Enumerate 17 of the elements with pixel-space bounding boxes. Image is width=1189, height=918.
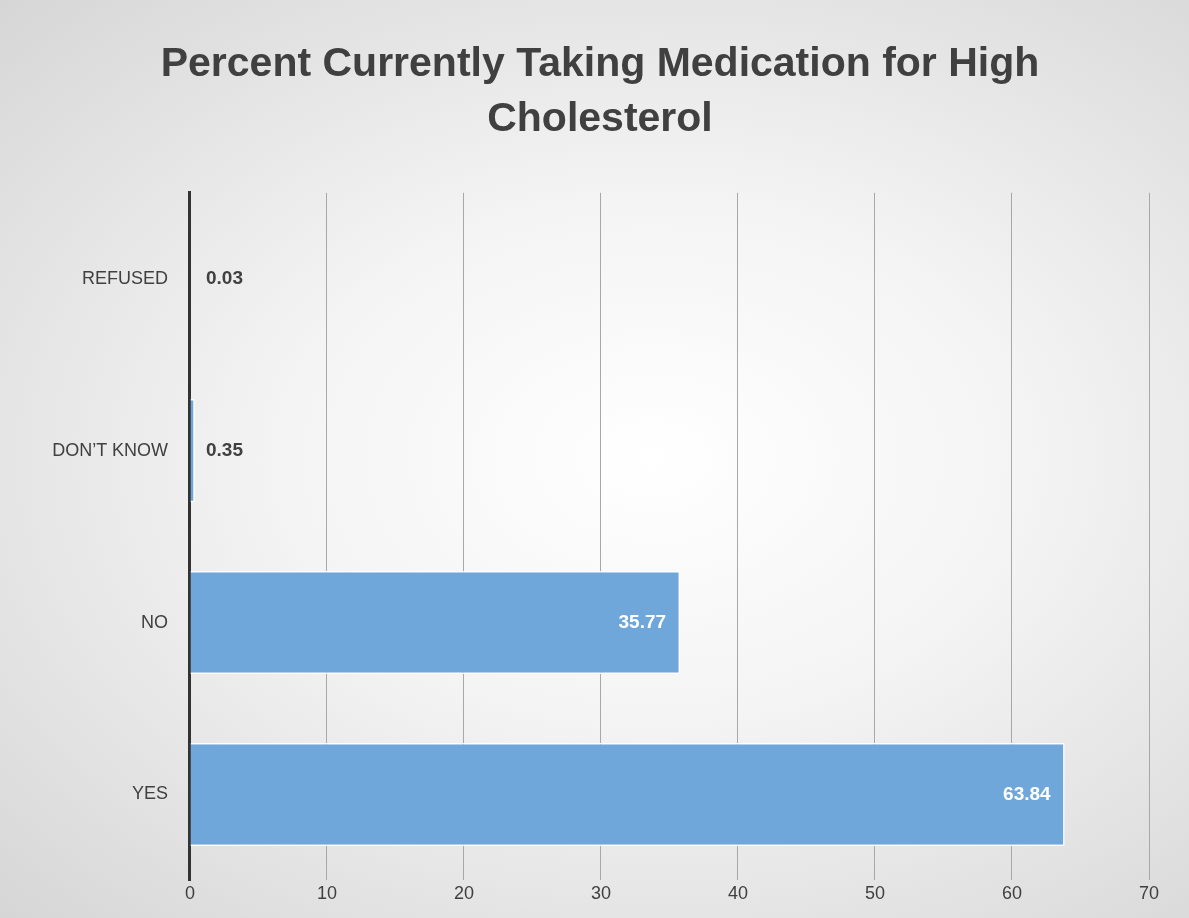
data-label: 0.35 — [205, 438, 244, 460]
x-tick-label: 30 — [590, 883, 612, 904]
x-tick-label: 50 — [864, 883, 886, 904]
data-label: 63.84 — [1003, 782, 1052, 804]
x-tick-label: 0 — [184, 883, 195, 904]
x-tick-label: 60 — [1001, 883, 1023, 904]
x-tick-label: 10 — [316, 883, 338, 904]
y-tick-label: YES — [131, 783, 168, 804]
y-tick-label: DON’T KNOW — [52, 439, 168, 460]
data-label: 35.77 — [618, 610, 667, 632]
x-tick-label: 20 — [453, 883, 475, 904]
data-label: 0.03 — [205, 266, 243, 288]
x-tick-label: 40 — [727, 883, 749, 904]
y-tick-label: REFUSED — [81, 267, 168, 288]
y-tick-label: NO — [140, 611, 168, 632]
chart-title: Percent Currently Taking Medication for High Cholesterol — [159, 38, 1041, 143]
x-tick-label: 70 — [1138, 883, 1160, 904]
